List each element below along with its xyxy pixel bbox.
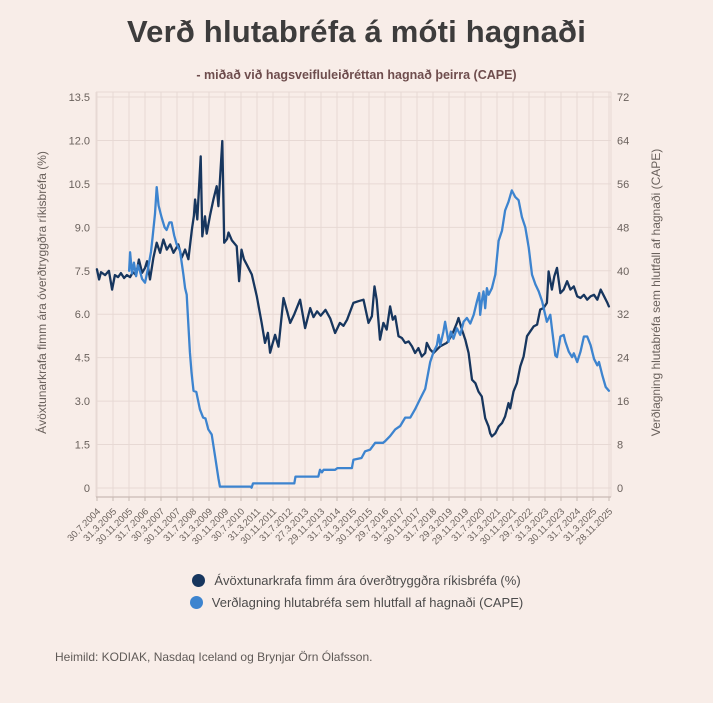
legend-item-cape: Verðlagning hlutabréfa sem hlutfall af h… (189, 595, 524, 610)
y-left-tick-label: 12.0 (69, 135, 90, 147)
y-left-tick-label: 4.5 (75, 353, 90, 365)
y-left-tick-label: 6.0 (75, 309, 90, 321)
y-right-tick-label: 40 (617, 266, 629, 278)
y-right-tick-label: 56 (617, 179, 629, 191)
legend-label-cape: Verðlagning hlutabréfa sem hlutfall af h… (211, 595, 524, 610)
page-subtitle: - miðað við hagsveifluleiðréttan hagnað … (196, 68, 517, 82)
legend-item-bond-yield: Ávöxtunarkrafa fimm ára óverðtryggðra rí… (192, 573, 521, 588)
y-right-tick-label: 64 (617, 135, 629, 147)
y-right-tick-label: 32 (617, 309, 629, 321)
y-right-axis-title: Verðlagning hlutabréfa sem hlutfall af h… (649, 149, 663, 437)
y-left-tick-label: 13.5 (69, 92, 90, 104)
y-left-tick-label: 10.5 (69, 179, 90, 191)
y-right-tick-label: 0 (617, 483, 623, 495)
y-right-tick-label: 72 (617, 92, 629, 104)
legend-marker-cape-icon (189, 596, 203, 609)
legend-label-bond-yield: Ávöxtunarkrafa fimm ára óverðtryggðra rí… (214, 573, 521, 588)
y-right-tick-label: 48 (617, 222, 629, 234)
chart-legend: Ávöxtunarkrafa fimm ára óverðtryggðra rí… (0, 573, 713, 610)
legend-marker-bond-yield-icon (192, 574, 206, 587)
y-left-tick-label: 7.5 (75, 266, 90, 278)
y-left-axis-title: Ávöxtunarkrafa fimm ára óverðtryggðra rí… (34, 151, 49, 434)
source-note: Heimild: KODIAK, Nasdaq Iceland og Brynj… (55, 650, 373, 664)
y-right-tick-label: 8 (617, 440, 623, 452)
y-right-tick-label: 24 (617, 353, 629, 365)
page-title: Verð hlutabréfa á móti hagnaði (126, 14, 587, 49)
y-left-tick-label: 0 (84, 483, 90, 495)
y-left-tick-label: 1.5 (75, 440, 90, 452)
y-left-tick-label: 9.0 (75, 222, 90, 234)
y-right-tick-label: 16 (617, 396, 629, 408)
y-left-tick-label: 3.0 (75, 396, 90, 408)
series-line-cape (127, 185, 611, 489)
